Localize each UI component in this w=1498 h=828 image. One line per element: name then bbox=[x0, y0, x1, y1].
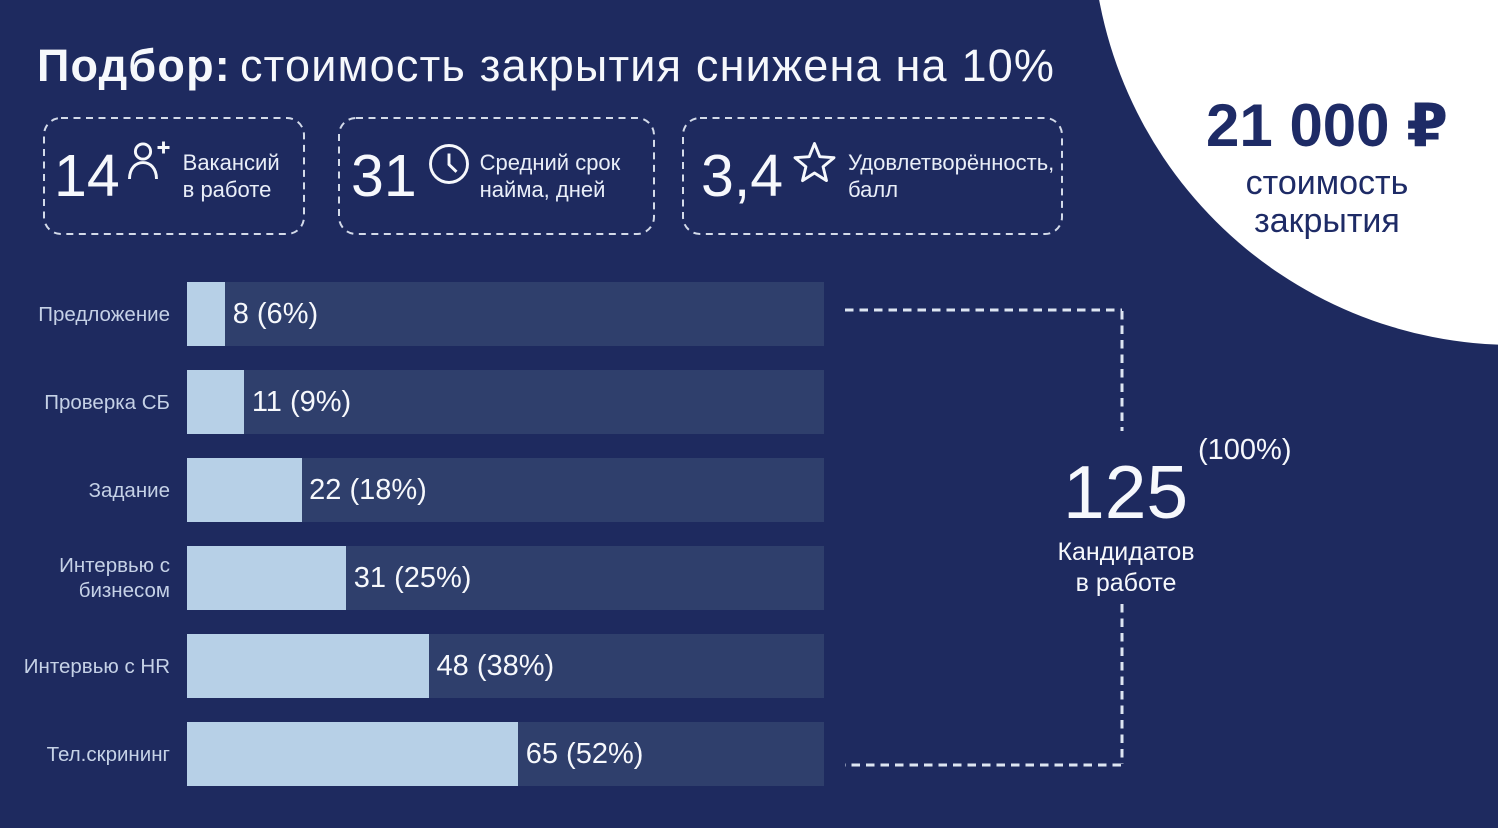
cost-label-line2: закрытия bbox=[1254, 202, 1400, 240]
total-percent: (100%) bbox=[1198, 434, 1292, 466]
cost-label: стоимость закрытия bbox=[1177, 164, 1477, 240]
funnel-row-security-check: Проверка СБ 11 (9%) bbox=[0, 370, 1130, 434]
funnel-row-phone-screening: Тел.скрининг 65 (52%) bbox=[0, 722, 1130, 786]
kpi-value-hiring-time: 31 bbox=[351, 142, 417, 209]
funnel-label-business-interview: Интервью с бизнесом bbox=[59, 554, 170, 602]
funnel-row-offer: Предложение 8 (6%) bbox=[0, 282, 1130, 346]
funnel-fill-phone-screening bbox=[187, 722, 519, 786]
kpi-label-vacancies: Вакансий в работе bbox=[183, 149, 280, 203]
funnel-bar-phone-screening: 65 (52%) bbox=[187, 722, 824, 786]
funnel-row-hr-interview: Интервью с HR 48 (38%) bbox=[0, 634, 1130, 698]
total-label-line1: Кандидатов bbox=[1057, 538, 1195, 566]
page-title: Подбор: стоимость закрытия снижена на 10% bbox=[37, 40, 1055, 92]
funnel-label-offer: Предложение bbox=[38, 302, 170, 326]
funnel-value-phone-screening: 65 (52%) bbox=[525, 737, 644, 770]
cost-amount: 21 000 ₽ bbox=[1206, 92, 1448, 159]
cost-badge: 21 000 ₽ стоимость закрытия bbox=[1177, 92, 1477, 241]
cost-label-line1: стоимость bbox=[1245, 164, 1409, 202]
funnel-bar-offer: 8 (6%) bbox=[187, 282, 824, 346]
funnel-value-security-check: 11 (9%) bbox=[251, 385, 352, 418]
funnel-fill-business-interview bbox=[187, 546, 347, 610]
kpi-label-satisfaction-line1: Удовлетворённость, bbox=[848, 150, 1055, 175]
funnel-bar-hr-interview: 48 (38%) bbox=[187, 634, 824, 698]
kpi-label-hiring-time-line1: Средний срок bbox=[479, 150, 621, 175]
person-plus-icon bbox=[125, 140, 171, 182]
funnel-label-hr-interview: Интервью с HR bbox=[23, 654, 170, 678]
total-label: Кандидатов в работе bbox=[1026, 537, 1226, 599]
title-bold: Подбор: bbox=[37, 40, 231, 91]
funnel-fill-task bbox=[187, 458, 302, 522]
kpi-label-satisfaction: Удовлетворённость, балл bbox=[848, 149, 1054, 203]
funnel-label-phone-screening: Тел.скрининг bbox=[46, 742, 170, 766]
kpi-card-vacancies: 14 Вакансий в работе bbox=[43, 117, 305, 235]
funnel-bar-security-check: 11 (9%) bbox=[187, 370, 824, 434]
kpi-label-hiring-time: Средний срок найма, дней bbox=[480, 149, 621, 203]
star-icon bbox=[793, 142, 837, 184]
funnel-row-business-interview: Интервью с бизнесом 31 (25%) bbox=[0, 546, 1130, 610]
kpi-label-vacancies-line1: Вакансий bbox=[182, 150, 280, 175]
funnel-bar-task: 22 (18%) bbox=[187, 458, 824, 522]
funnel-fill-hr-interview bbox=[187, 634, 430, 698]
funnel-value-business-interview: 31 (25%) bbox=[353, 561, 472, 594]
kpi-label-vacancies-line2: в работе bbox=[182, 177, 272, 202]
kpi-value-vacancies: 14 bbox=[54, 142, 120, 209]
funnel-row-task: Задание 22 (18%) bbox=[0, 458, 1130, 522]
funnel-bar-business-interview: 31 (25%) bbox=[187, 546, 824, 610]
kpi-card-satisfaction: 3,4 Удовлетворённость, балл bbox=[682, 117, 1063, 235]
total-value: 125 bbox=[1063, 450, 1189, 534]
kpi-label-satisfaction-line2: балл bbox=[848, 177, 899, 202]
kpi-label-hiring-time-line2: найма, дней bbox=[479, 177, 606, 202]
funnel-value-hr-interview: 48 (38%) bbox=[436, 649, 555, 682]
funnel-value-task: 22 (18%) bbox=[309, 473, 427, 506]
clock-icon bbox=[428, 143, 470, 185]
funnel-value-offer: 8 (6%) bbox=[232, 297, 319, 330]
kpi-card-hiring-time: 31 Средний срок найма, дней bbox=[338, 117, 655, 235]
funnel-fill-security-check bbox=[187, 370, 245, 434]
total-label-line2: в работе bbox=[1075, 569, 1177, 597]
kpi-value-satisfaction: 3,4 bbox=[701, 142, 784, 209]
funnel-label-task: Задание bbox=[88, 478, 170, 502]
funnel-fill-offer bbox=[187, 282, 226, 346]
title-rest: стоимость закрытия снижена на 10% bbox=[239, 40, 1056, 91]
funnel-label-security-check: Проверка СБ bbox=[44, 390, 170, 414]
